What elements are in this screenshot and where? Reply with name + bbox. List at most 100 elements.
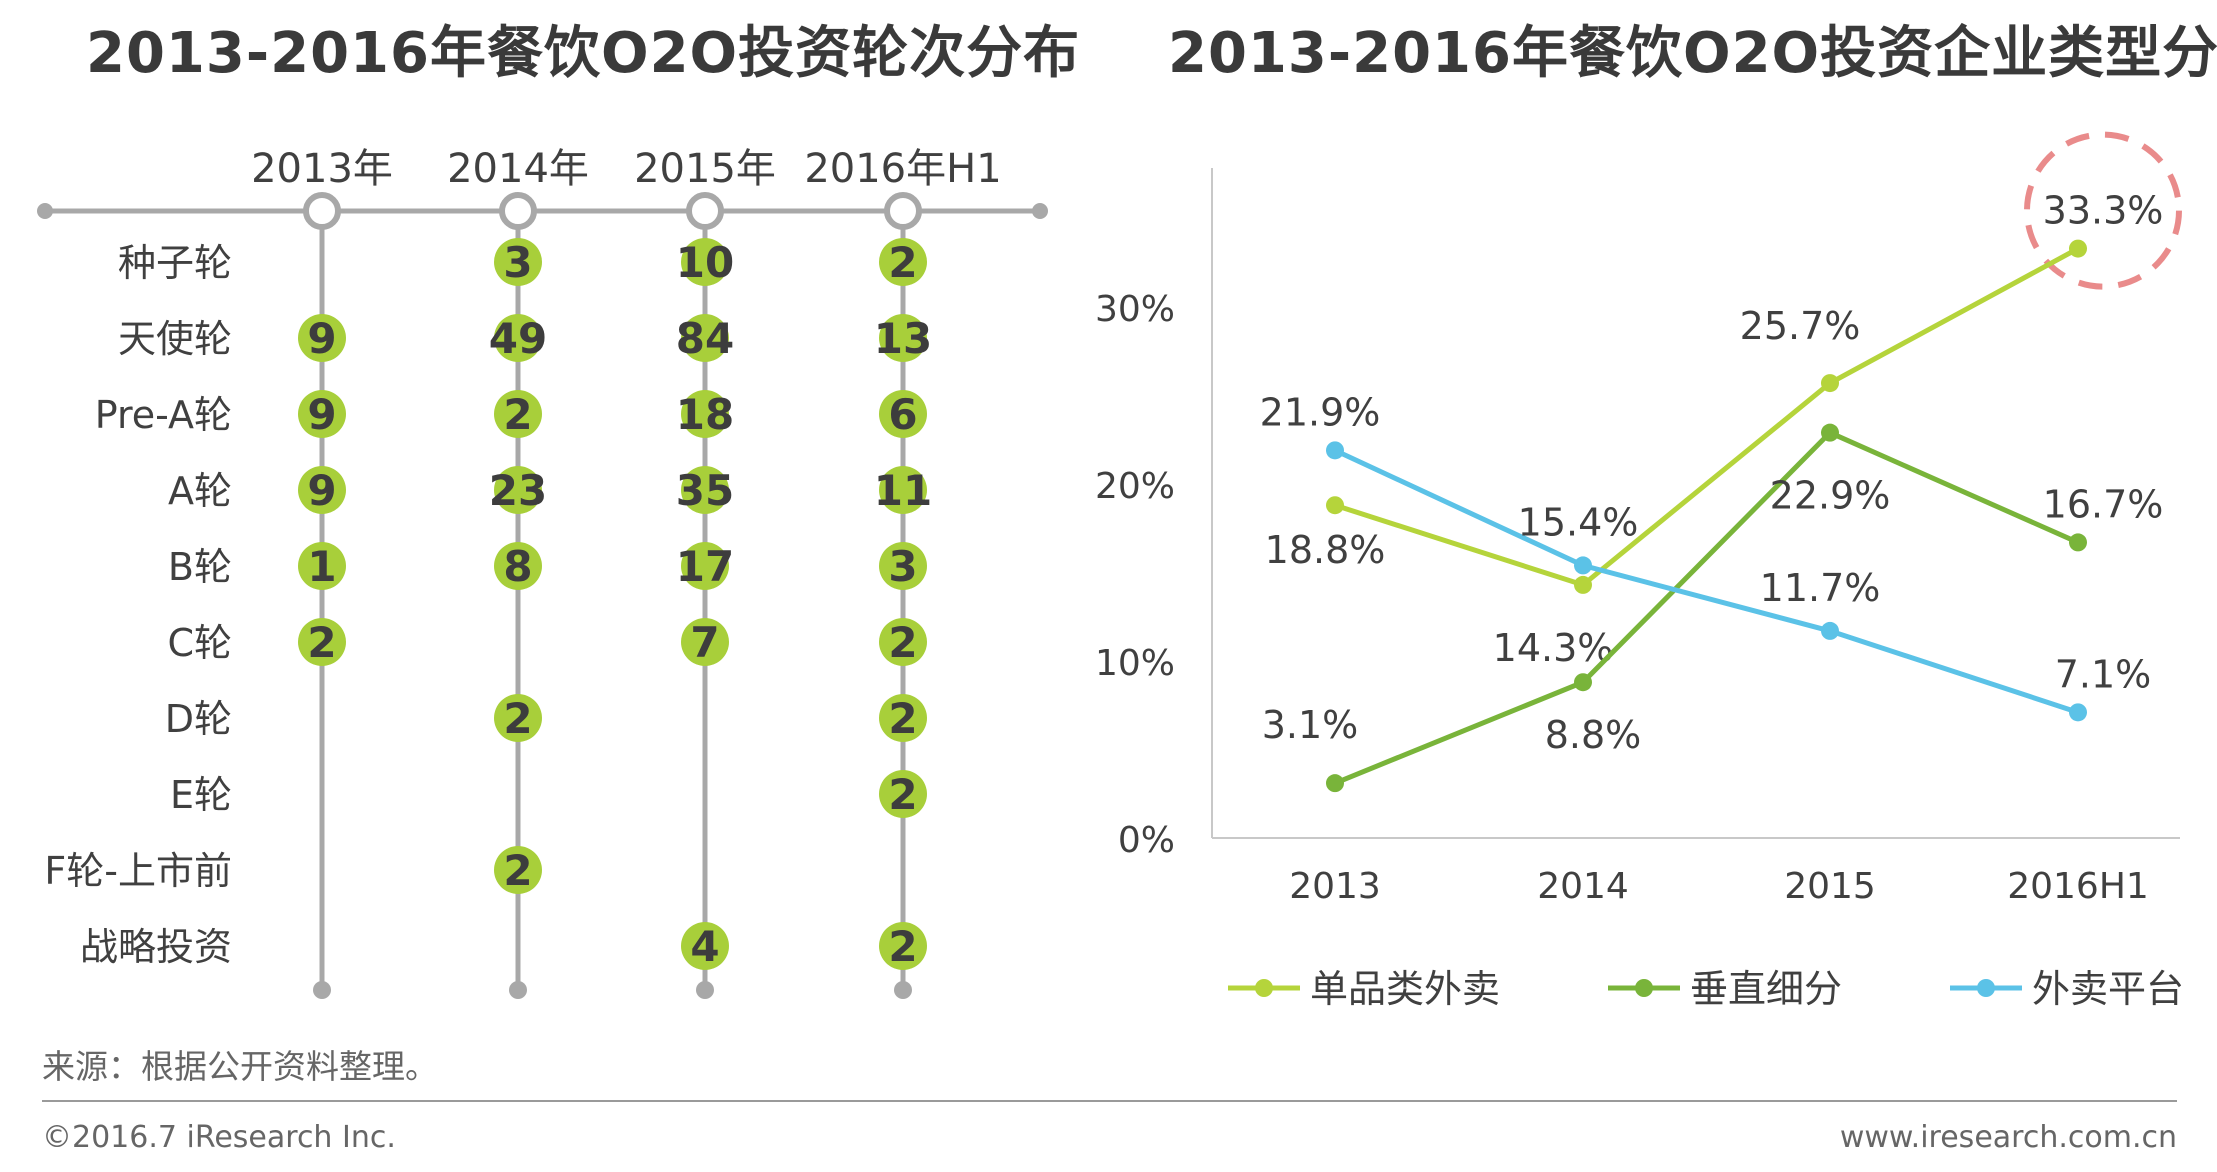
count-bubble (681, 390, 729, 438)
right-chart-title: 2013-2016年餐饮O2O投资企业类型分布 (1168, 21, 2217, 86)
data-label: 11.7% (1760, 566, 1881, 610)
series-point (1574, 556, 1592, 575)
count-value: 2 (503, 694, 532, 743)
count-value: 2 (503, 390, 532, 439)
count-value: 6 (888, 390, 917, 439)
count-value: 2 (888, 694, 917, 743)
series-point (2069, 239, 2087, 258)
website-link[interactable]: www.iresearch.com.cn (1839, 1120, 2177, 1155)
count-value: 1 (307, 542, 336, 591)
count-bubble (494, 314, 542, 362)
count-value: 2 (888, 770, 917, 819)
count-bubble (298, 466, 346, 514)
y-tick-label: 10% (1095, 643, 1175, 684)
count-value: 9 (307, 466, 336, 515)
count-value: 13 (874, 314, 932, 363)
series-point (1326, 496, 1344, 515)
year-column-label: 2013年 (251, 146, 393, 192)
count-value: 4 (690, 922, 719, 971)
count-value: 2 (888, 922, 917, 971)
year-column-end-dot (509, 981, 527, 999)
data-label: 8.8% (1545, 713, 1642, 757)
round-label: B轮 (168, 545, 232, 589)
timeline-start-dot (37, 203, 53, 219)
count-value: 8 (503, 542, 532, 591)
x-tick-label: 2013 (1289, 866, 1381, 907)
count-value: 49 (489, 314, 547, 363)
year-column-label: 2016年H1 (804, 146, 1001, 192)
count-bubble (681, 542, 729, 590)
series-point (1821, 621, 1839, 640)
y-tick-label: 30% (1095, 289, 1175, 330)
data-label: 3.1% (1262, 703, 1359, 747)
round-label: D轮 (165, 697, 232, 741)
legend-label: 垂直细分 (1690, 967, 1842, 1011)
count-value: 7 (690, 618, 719, 667)
count-value: 2 (503, 846, 532, 895)
count-bubble (879, 314, 927, 362)
series-line (1334, 429, 2080, 786)
count-bubble (298, 542, 346, 590)
legend-label: 单品类外卖 (1310, 967, 1500, 1011)
data-label: 16.7% (2043, 482, 2164, 526)
series-point (1326, 441, 1344, 460)
year-column-end-dot (894, 981, 912, 999)
count-value: 3 (888, 542, 917, 591)
year-node (499, 192, 537, 230)
series-point (1574, 673, 1592, 692)
count-value: 2 (307, 618, 336, 667)
count-bubble (879, 466, 927, 514)
legend-label: 外卖平台 (2032, 967, 2184, 1011)
series-point (1326, 774, 1344, 793)
count-bubble (494, 846, 542, 894)
highlight-circle (2024, 131, 2182, 290)
data-label: 22.9% (1770, 474, 1891, 518)
series-line (1333, 448, 2079, 715)
round-label: 种子轮 (118, 241, 232, 285)
count-value: 23 (489, 466, 547, 515)
count-value: 35 (676, 466, 734, 515)
data-label: 21.9% (1260, 390, 1381, 434)
source-note: 来源：根据公开资料整理。 (42, 1047, 438, 1086)
legend-swatch-dot (1635, 979, 1653, 997)
year-node (303, 192, 341, 230)
year-node (686, 192, 724, 230)
legend-swatch-dot (1977, 979, 1995, 997)
count-bubble (681, 238, 729, 286)
count-bubble (879, 922, 927, 970)
y-tick-label: 0% (1118, 820, 1175, 861)
count-value: 10 (676, 238, 734, 287)
count-bubble (681, 466, 729, 514)
series-point (2069, 703, 2087, 722)
count-bubble (879, 694, 927, 742)
count-bubble (494, 466, 542, 514)
count-bubble (681, 314, 729, 362)
series-point (2069, 533, 2087, 552)
count-bubble (494, 542, 542, 590)
year-node (884, 192, 922, 230)
y-tick-label: 20% (1095, 466, 1175, 507)
legend-swatch-dot (1255, 979, 1273, 997)
count-value: 18 (676, 390, 734, 439)
round-label: E轮 (170, 773, 232, 817)
count-bubble (298, 618, 346, 666)
count-bubble (879, 390, 927, 438)
x-tick-label: 2015 (1784, 866, 1876, 907)
year-column-label: 2014年 (447, 146, 589, 192)
year-column-end-dot (313, 981, 331, 999)
x-tick-label: 2014 (1537, 866, 1629, 907)
count-value: 2 (888, 238, 917, 287)
count-value: 2 (888, 618, 917, 667)
round-label: 天使轮 (118, 317, 232, 361)
round-label: A轮 (168, 469, 232, 513)
count-bubble (298, 390, 346, 438)
series-point (1821, 423, 1839, 442)
count-value: 9 (307, 390, 336, 439)
left-chart-title: 2013-2016年餐饮O2O投资轮次分布 (86, 21, 1081, 86)
count-value: 17 (676, 542, 734, 591)
count-bubble (879, 618, 927, 666)
count-bubble (494, 238, 542, 286)
count-bubble (494, 694, 542, 742)
footer-divider (42, 1100, 2177, 1102)
